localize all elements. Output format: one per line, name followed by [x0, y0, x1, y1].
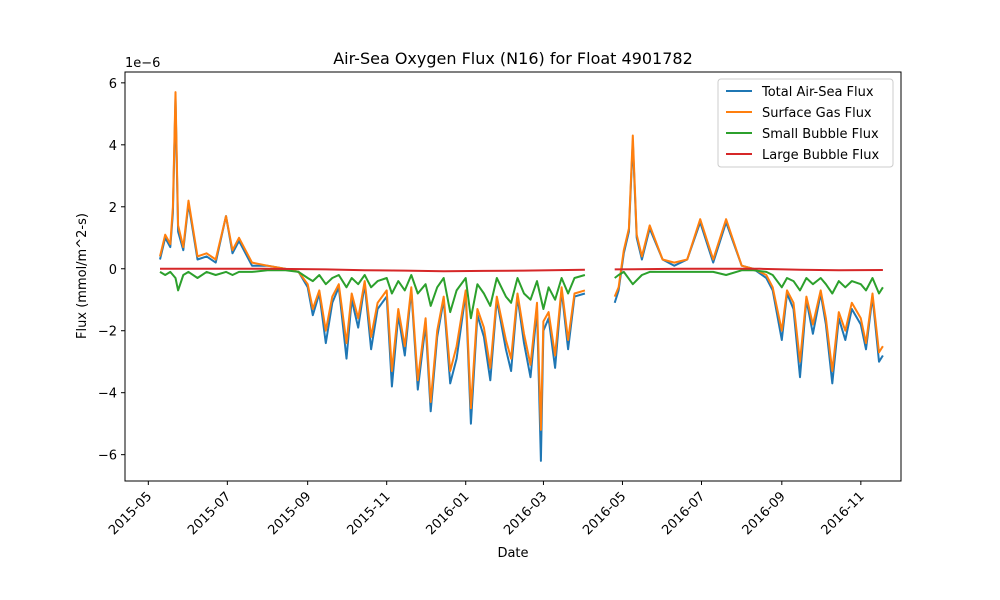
legend-label: Total Air-Sea Flux — [761, 85, 874, 100]
plot-lines — [159, 91, 884, 462]
legend-label: Small Bubble Flux — [762, 127, 879, 142]
series-line-2 — [159, 269, 884, 320]
y-tick-label: −2 — [98, 325, 117, 340]
legend-label: Surface Gas Flux — [762, 106, 872, 121]
y-offset-label: 1e−6 — [125, 56, 160, 71]
series-line-3 — [160, 267, 883, 273]
y-axis-ticks: −6 −4 −2 0 2 4 6 — [98, 77, 125, 464]
legend-box — [717, 78, 894, 168]
y-tick-label: −6 — [98, 449, 117, 464]
y-tick-label: 6 — [109, 77, 117, 92]
legend: Total Air-Sea Flux Surface Gas Flux Small … — [717, 78, 894, 168]
y-tick-label: −4 — [98, 387, 117, 402]
x-axis-label: Date — [497, 546, 528, 561]
chart-title: Air-Sea Oxygen Flux (N16) for Float 4901… — [333, 49, 693, 68]
y-tick-label: 2 — [109, 201, 117, 216]
y-tick-label: 0 — [109, 263, 117, 278]
axes-frame — [124, 71, 902, 482]
legend-label: Large Bubble Flux — [762, 148, 879, 163]
y-tick-label: 4 — [109, 139, 117, 154]
y-axis-label: Flux (mmol/m^2-s) — [75, 213, 90, 339]
series-line-1 — [159, 91, 884, 431]
